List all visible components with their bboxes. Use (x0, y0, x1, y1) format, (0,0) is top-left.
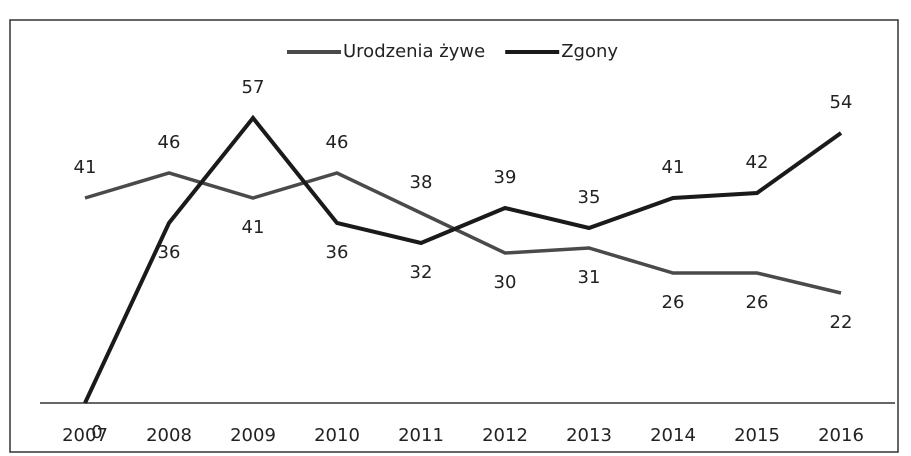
data-label: 46 (158, 132, 181, 153)
data-label: 54 (830, 92, 853, 113)
data-label: 31 (578, 267, 601, 288)
data-label: 36 (326, 242, 349, 263)
data-label: 32 (410, 262, 433, 283)
series-line (84, 171, 842, 295)
x-tick-label: 2016 (818, 425, 864, 446)
data-label: 38 (410, 172, 433, 193)
x-tick-label: 2008 (146, 425, 192, 446)
data-label: 30 (494, 272, 517, 293)
data-label: 0 (91, 422, 102, 443)
data-label: 46 (326, 132, 349, 153)
x-tick-label: 2014 (650, 425, 696, 446)
data-label: 26 (662, 292, 685, 313)
data-label: 41 (74, 157, 97, 178)
x-tick-label: 2009 (230, 425, 276, 446)
data-label: 26 (746, 292, 769, 313)
x-tick-label: 2015 (734, 425, 780, 446)
x-tick-label: 2012 (482, 425, 528, 446)
series-line (83, 114, 843, 404)
x-tick-label: 2011 (398, 425, 444, 446)
chart-frame (9, 19, 899, 453)
data-label: 39 (494, 167, 517, 188)
data-label: 42 (746, 152, 769, 173)
data-label: 22 (830, 312, 853, 333)
data-label: 35 (578, 187, 601, 208)
data-label: 57 (242, 77, 265, 98)
data-label: 36 (158, 242, 181, 263)
data-label: 41 (662, 157, 685, 178)
legend-label: Urodzenia żywe (343, 41, 485, 62)
x-tick-label: 2007 (62, 425, 108, 446)
data-label: 41 (242, 217, 265, 238)
x-tick-label: 2013 (566, 425, 612, 446)
x-tick-label: 2010 (314, 425, 360, 446)
legend-label: Zgony (561, 41, 618, 62)
